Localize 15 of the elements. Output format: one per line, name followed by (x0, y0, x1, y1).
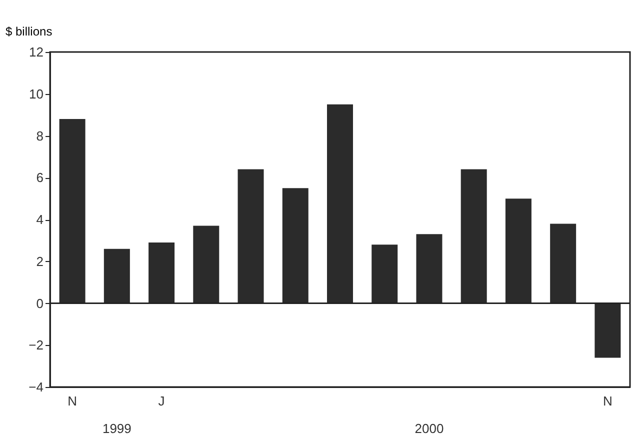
y-tick-label: 10 (29, 86, 44, 102)
text: 2000 (414, 421, 444, 436)
y-tick-label: 4 (36, 212, 44, 227)
y-tick-label: 8 (36, 128, 44, 144)
x-tick-label: N (68, 394, 78, 408)
x-tick-label: N (602, 394, 612, 408)
y-axis-title: $ billions (6, 24, 52, 38)
y-tick-label: 12 (29, 44, 44, 60)
y-tick-label: 6 (36, 170, 44, 186)
text: 1999 (102, 421, 132, 436)
y-tick-label: 0 (36, 296, 44, 311)
x-tick-label: J (158, 394, 165, 408)
y-tick-label: 2 (36, 254, 44, 269)
y-tick-label: −2 (28, 338, 44, 353)
y-tick-label: −4 (28, 380, 44, 394)
